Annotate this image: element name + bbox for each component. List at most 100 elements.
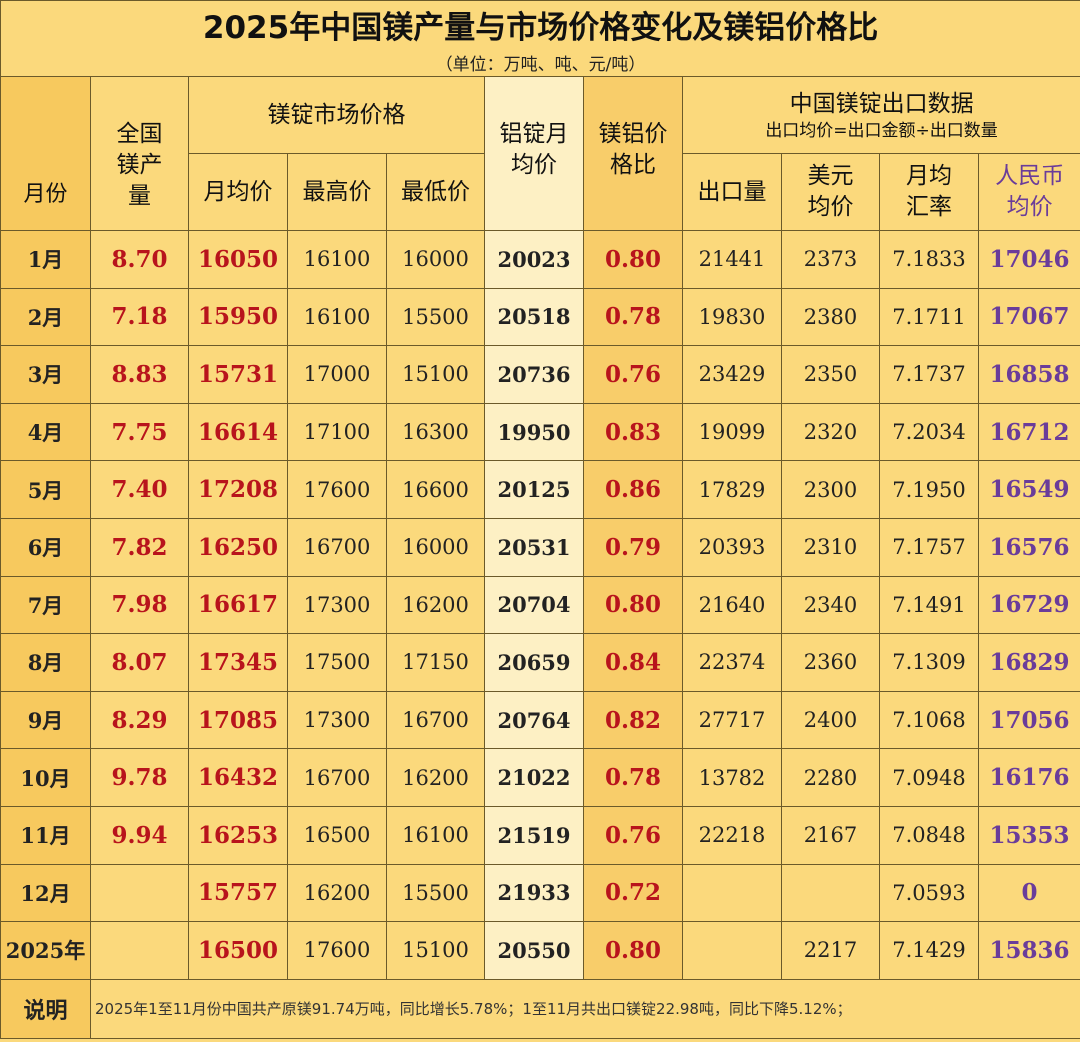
low-price-cell: 16200 [386,748,485,807]
al-price-cell: 20764 [484,690,584,750]
usd-price-cell: 2280 [781,748,880,807]
export-qty-cell [682,863,782,923]
fx-rate-cell: 7.1950 [879,460,979,519]
month-cell: 7月 [0,575,91,635]
month-cell: 1月 [0,230,91,289]
export-qty-cell: 17829 [682,460,782,519]
table-row: 7月 7.98 16617 17300 16200 20704 0.80 21640 2340 7… [0,575,1080,635]
month-cell: 9月 [0,690,91,750]
month-cell: 3月 [0,345,91,404]
production-cell: 7.82 [90,517,189,577]
table-row: 1月 8.70 16050 16100 16000 20023 0.80 21441 2373 7… [0,230,1080,289]
table-row: 4月 7.75 16614 17100 16300 19950 0.83 19099 2320 7… [0,402,1080,462]
fx-rate-cell: 7.1068 [879,690,979,750]
month-cell: 2月 [0,287,91,347]
ratio-cell: 0.79 [583,517,683,577]
rmb-price-cell: 15353 [977,805,1080,865]
high-price-cell: 17500 [287,633,387,692]
al-price-cell: 20023 [484,230,584,289]
al-price-cell: 20531 [484,517,584,577]
low-price-cell: 17150 [386,633,485,692]
header-export-group: 中国镁锭出口数据 [789,90,974,117]
usd-price-cell: 2373 [781,230,880,289]
rmb-price-cell: 16549 [977,460,1080,519]
avg-price-cell: 16050 [188,230,288,289]
ratio-cell: 0.80 [583,921,683,980]
high-price-cell: 16700 [287,748,387,807]
export-qty-cell: 19099 [682,402,782,462]
fx-rate-cell: 7.1309 [879,633,979,692]
month-cell: 8月 [0,633,91,692]
usd-price-cell: 2310 [781,517,880,577]
export-qty-cell: 22218 [682,805,782,865]
low-price-cell: 15100 [386,345,485,404]
usd-price-cell: 2380 [781,287,880,347]
ratio-cell: 0.82 [583,690,683,750]
rmb-price-cell: 16729 [977,575,1080,635]
production-cell: 7.40 [90,460,189,519]
avg-price-cell: 17085 [188,690,288,750]
header-low: 最低价 [386,153,485,231]
rmb-price-cell: 16712 [977,402,1080,462]
export-qty-cell: 19830 [682,287,782,347]
avg-price-cell: 15757 [188,863,288,923]
al-price-cell: 20518 [484,287,584,347]
export-qty-cell: 21640 [682,575,782,635]
month-cell: 5月 [0,460,91,519]
header-high: 最高价 [287,153,387,231]
page-title: 2025年中国镁产量与市场价格变化及镁铝价格比 [0,0,1080,48]
header-rmb-price: 人民币均价 [995,163,1065,220]
table-row: 9月 8.29 17085 17300 16700 20764 0.82 27717 2400 7… [0,690,1080,750]
avg-price-cell: 15731 [188,345,288,404]
month-cell: 10月 [0,748,91,807]
usd-price-cell: 2400 [781,690,880,750]
export-qty-cell: 13782 [682,748,782,807]
production-cell: 7.75 [90,402,189,462]
fx-rate-cell: 7.0948 [879,748,979,807]
ratio-cell: 0.78 [583,748,683,807]
al-price-cell: 20659 [484,633,584,692]
rmb-price-cell: 17067 [977,287,1080,347]
ratio-cell: 0.80 [583,575,683,635]
rmb-price-cell: 16858 [977,345,1080,404]
month-cell: 11月 [0,805,91,865]
low-price-cell: 16200 [386,575,485,635]
low-price-cell: 16000 [386,517,485,577]
rmb-price-cell: 15836 [977,921,1080,980]
high-price-cell: 17300 [287,575,387,635]
header-export-formula: 出口均价=出口金额÷出口数量 [683,119,1080,142]
rmb-price-cell: 16576 [977,517,1080,577]
al-price-cell: 20550 [484,921,584,980]
high-price-cell: 17600 [287,921,387,980]
header-usd-price: 美元均价 [807,163,854,220]
export-qty-cell: 27717 [682,690,782,750]
ratio-cell: 0.76 [583,805,683,865]
high-price-cell: 16700 [287,517,387,577]
high-price-cell: 16100 [287,230,387,289]
production-cell: 7.98 [90,575,189,635]
ratio-cell: 0.76 [583,345,683,404]
usd-price-cell: 2340 [781,575,880,635]
rmb-price-cell: 0 [977,863,1080,923]
fx-rate-cell: 7.1429 [879,921,979,980]
fx-rate-cell: 7.1757 [879,517,979,577]
month-cell: 2025年 [0,921,91,980]
avg-price-cell: 15950 [188,287,288,347]
table-row: 12月 15757 16200 15500 21933 0.72 7.0593 0 [0,863,1080,923]
production-cell: 9.78 [90,748,189,807]
ratio-cell: 0.72 [583,863,683,923]
avg-price-cell: 16432 [188,748,288,807]
production-cell: 9.94 [90,805,189,865]
fx-rate-cell: 7.1833 [879,230,979,289]
fx-rate-cell: 7.0848 [879,805,979,865]
table-row: 11月 9.94 16253 16500 16100 21519 0.76 22218 2167… [0,805,1080,865]
fx-rate-cell: 7.1711 [879,287,979,347]
table-row: 10月 9.78 16432 16700 16200 21022 0.78 13782 2280… [0,748,1080,807]
avg-price-cell: 16250 [188,517,288,577]
usd-price-cell: 2360 [781,633,880,692]
production-cell: 7.18 [90,287,189,347]
header-mg-price-group: 镁锭市场价格 [188,76,485,154]
header-fx-rate: 月均汇率 [906,163,952,220]
note-label: 说明 [0,978,91,1039]
